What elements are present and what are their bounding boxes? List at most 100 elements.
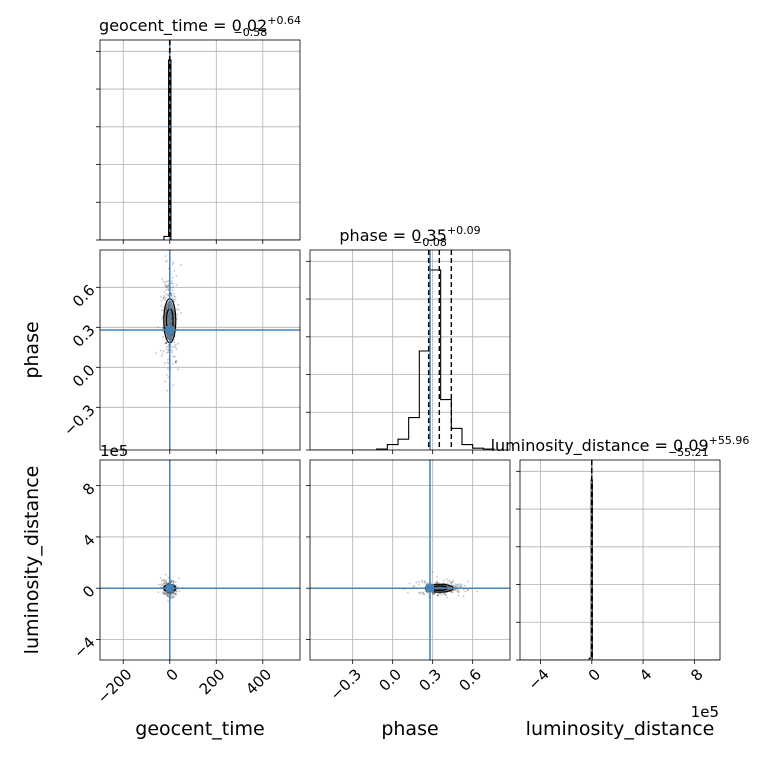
sample-point bbox=[448, 579, 451, 582]
sample-point bbox=[174, 361, 177, 363]
title-plus: +0.64 bbox=[267, 14, 301, 27]
sample-point bbox=[442, 579, 445, 582]
sample-point bbox=[466, 588, 469, 591]
panel-phase-vs-luminosity_distance bbox=[306, 459, 511, 664]
sample-point bbox=[167, 595, 169, 598]
sample-point bbox=[419, 593, 422, 595]
sample-point bbox=[424, 580, 427, 583]
sample-point bbox=[165, 581, 168, 584]
sample-point bbox=[165, 285, 167, 288]
sample-point bbox=[165, 342, 167, 344]
title-plus: +55.96 bbox=[709, 434, 750, 447]
x-tick-label-phase: −0.3 bbox=[327, 665, 365, 703]
title-text-geocent_time: geocent_time = 0.02+0.64 −0.58 bbox=[99, 14, 301, 39]
sample-point bbox=[159, 577, 162, 579]
sample-point bbox=[170, 349, 173, 352]
sample-point bbox=[175, 274, 178, 277]
sample-point bbox=[171, 580, 174, 582]
sample-point bbox=[163, 593, 166, 596]
sample-point bbox=[427, 582, 429, 585]
sample-point bbox=[462, 595, 465, 598]
sample-point bbox=[164, 592, 166, 595]
sample-point bbox=[170, 286, 173, 289]
x-tick-label-geocent_time: 200 bbox=[196, 665, 229, 698]
sample-point bbox=[170, 280, 173, 283]
sample-point bbox=[435, 580, 438, 583]
sample-point bbox=[174, 592, 177, 595]
sample-point bbox=[435, 581, 438, 584]
x-tick-label-luminosity_distance: 0 bbox=[585, 665, 604, 684]
title-plus: +0.09 bbox=[447, 224, 481, 237]
sample-point bbox=[170, 292, 173, 295]
title-prefix: geocent_time = bbox=[99, 16, 232, 36]
sample-point bbox=[446, 582, 449, 585]
sample-point bbox=[457, 589, 460, 592]
sample-point bbox=[455, 585, 458, 588]
sample-point bbox=[161, 277, 164, 280]
sample-point bbox=[167, 293, 170, 296]
sample-point bbox=[454, 583, 457, 586]
sample-point bbox=[167, 576, 170, 579]
x-tick-label-geocent_time: 0 bbox=[163, 665, 182, 684]
sample-point bbox=[170, 597, 172, 599]
sample-point bbox=[160, 317, 163, 320]
sample-point bbox=[166, 592, 169, 595]
sample-point bbox=[165, 341, 168, 343]
sample-point bbox=[452, 579, 455, 582]
sample-point bbox=[164, 260, 167, 263]
sample-point bbox=[173, 594, 176, 597]
sample-point bbox=[166, 592, 169, 595]
sample-point bbox=[173, 295, 176, 297]
sample-point bbox=[168, 246, 170, 248]
sample-point bbox=[171, 596, 174, 599]
sample-point bbox=[159, 349, 162, 352]
title-prefix: luminosity_distance = bbox=[491, 436, 673, 456]
sample-point bbox=[445, 594, 448, 597]
sample-point bbox=[170, 282, 173, 285]
title-minus: −0.58 bbox=[234, 26, 268, 39]
title-median: 0.09 bbox=[673, 436, 709, 455]
sample-point bbox=[158, 583, 161, 586]
title-phase: phase = 0.35+0.09 −0.08 bbox=[339, 224, 480, 249]
sample-point bbox=[467, 580, 469, 583]
sample-point bbox=[164, 342, 167, 345]
sample-point bbox=[172, 581, 175, 584]
sample-point bbox=[165, 284, 168, 287]
sample-point bbox=[166, 361, 169, 364]
sample-point bbox=[178, 589, 181, 592]
x-tick-label-luminosity_distance: −4 bbox=[525, 665, 553, 693]
sample-point bbox=[165, 592, 168, 595]
sample-point bbox=[165, 342, 168, 344]
sample-point bbox=[163, 291, 166, 294]
sample-point bbox=[173, 592, 176, 595]
sample-point bbox=[177, 342, 180, 345]
panel-geocent_time-hist bbox=[96, 39, 301, 244]
x-tick-label-luminosity_distance: 4 bbox=[636, 665, 655, 684]
sample-point bbox=[167, 267, 170, 270]
sample-point bbox=[177, 303, 180, 306]
sample-point bbox=[174, 343, 177, 346]
sample-point bbox=[417, 583, 420, 586]
sample-point bbox=[163, 294, 166, 297]
sample-point bbox=[165, 285, 168, 288]
sample-point bbox=[456, 583, 459, 586]
sample-point bbox=[166, 593, 169, 596]
sample-point bbox=[454, 588, 457, 591]
y-tick-label-phase: 0.6 bbox=[69, 281, 99, 311]
sample-point bbox=[421, 580, 424, 583]
sample-point bbox=[162, 335, 165, 338]
x-tick-label-luminosity_distance: 8 bbox=[687, 665, 706, 684]
title-luminosity_distance: luminosity_distance = 0.09+55.96 −55.21 bbox=[491, 434, 750, 459]
sample-point bbox=[172, 596, 175, 599]
sample-point bbox=[167, 349, 170, 352]
sample-point bbox=[177, 308, 180, 311]
sample-point bbox=[164, 342, 167, 345]
sample-point bbox=[451, 581, 454, 584]
sample-point bbox=[437, 594, 440, 597]
sample-point bbox=[173, 270, 176, 272]
sample-point bbox=[167, 600, 169, 603]
sample-point bbox=[167, 376, 170, 379]
y-tick-label-luminosity_distance: −4 bbox=[70, 633, 98, 661]
sample-point bbox=[166, 351, 168, 354]
sample-point bbox=[431, 592, 434, 595]
